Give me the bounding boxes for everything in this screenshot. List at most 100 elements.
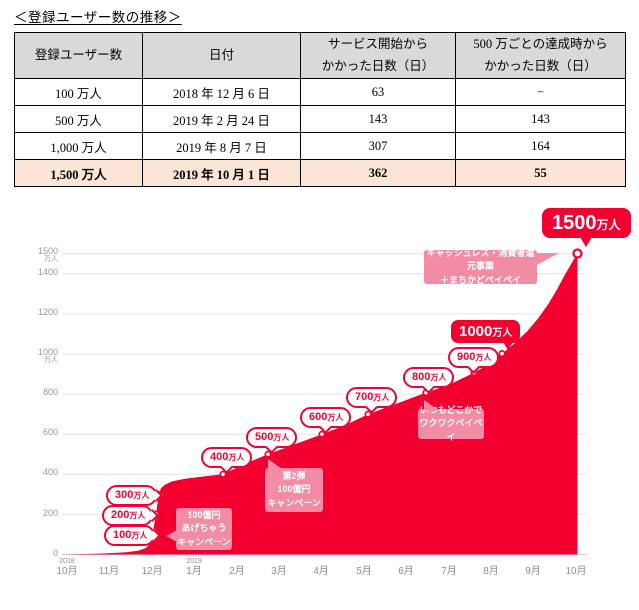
y-tick-value: 400 [42, 467, 58, 477]
y-axis-tick-1000: 1000 万人 [18, 346, 58, 365]
bubble-unit: 万人 [228, 453, 245, 462]
cell-date: 2019 年 10 月 1 日 [142, 159, 301, 187]
y-axis-tick-600: 600 [18, 427, 58, 437]
x-tick-month: 3月 [271, 566, 287, 577]
x-tick-year [512, 558, 554, 566]
page-title: ＜登録ユーザー数の推移＞ [14, 10, 182, 25]
milestone-bubble-600: 600万人 [300, 407, 352, 428]
header-days-from-start: サービス開始から かかった日数（日） [300, 32, 456, 79]
area-series [64, 253, 578, 555]
y-tick-unit: 万人 [44, 356, 58, 364]
x-tick-year [555, 558, 597, 566]
x-tick-year [428, 558, 470, 566]
x-tick-month: 2月 [229, 566, 245, 577]
x-tick-year [131, 558, 173, 566]
x-tick-month: 11月 [98, 566, 120, 577]
y-axis-tick-800: 800 [18, 387, 58, 397]
y-axis-tick-1400: 1400 [18, 266, 58, 277]
bubble-unit: 万人 [131, 531, 148, 540]
annotation-campaign-2: 第2弾 100億円 キャンペーン [265, 459, 323, 512]
x-axis-tick-sep19: 9月 [512, 558, 554, 577]
x-axis-tick-nov18: 11月 [88, 558, 130, 577]
milestone-bubble-800: 800万人 [403, 367, 455, 388]
y-tick-value: 1200 [37, 306, 58, 317]
cell-days-since-prev: 164 [455, 132, 626, 160]
cell-days-from-start: 63 [300, 78, 456, 106]
badge-value: 1500 [552, 212, 597, 234]
x-tick-month: 7月 [441, 566, 457, 577]
x-tick-month: 1月 [186, 566, 202, 577]
x-axis-tick-jul19: 7月 [428, 558, 470, 577]
x-axis-tick-feb19: 2月 [216, 558, 258, 577]
y-tick-value: 1000 [37, 346, 58, 357]
bubble-unit: 万人 [133, 491, 150, 500]
x-axis-tick-jun19: 6月 [385, 558, 427, 577]
cell-days-from-start: 307 [300, 132, 456, 160]
milestone-bubble-100: 100万人 [104, 525, 156, 546]
cell-users: 1,500 万人 [14, 159, 143, 187]
y-tick-value: 800 [42, 387, 58, 397]
milestone-dot-1000 [498, 350, 506, 358]
milestone-bubble-200: 200万人 [102, 505, 154, 526]
y-axis-tick-400: 400 [18, 467, 58, 477]
badge-value: 1000 [459, 323, 493, 340]
x-axis-tick-jan19: 2019 1月 [173, 558, 215, 577]
cell-date: 2019 年 8 月 7 日 [142, 132, 301, 160]
x-tick-year: 2018 [59, 558, 75, 565]
y-axis-tick-200: 200 [18, 507, 58, 518]
x-tick-year [470, 558, 512, 566]
table-row: 500 万人 2019 年 2 月 24 日 143 143 [14, 105, 626, 133]
bubble-value: 700 [355, 391, 374, 403]
header-registered-users: 登録ユーザー数 [14, 32, 143, 79]
document-section: ＜登録ユーザー数の推移＞ 登録ユーザー数 日付 サービス開始から かかった日数（… [14, 6, 626, 187]
annotation-cashless-program: キャッシュレス・消費者還元事業 ＋まちかどペイペイ [424, 248, 559, 285]
x-axis-tick-aug19: 8月 [470, 558, 512, 577]
x-axis-tick-dec18: 12月 [131, 558, 173, 577]
x-tick-year [88, 558, 130, 566]
table-row: 100 万人 2018 年 12 月 6 日 63 − [14, 78, 626, 106]
x-tick-year [385, 558, 427, 566]
cell-days-from-start: 362 [300, 159, 456, 187]
x-axis-tick-oct19: 10月 [555, 558, 597, 577]
x-tick-year [216, 558, 258, 566]
cell-users: 1,000 万人 [14, 132, 143, 160]
bubble-unit: 万人 [273, 433, 290, 442]
table-header-row: 登録ユーザー数 日付 サービス開始から かかった日数（日） 500 万ごとの達成… [14, 32, 626, 79]
user-growth-chart: 1500 万人 1400 1200 1000 万人 800 600 400 200 … [0, 200, 639, 610]
milestone-badge-1000: 1000万人 [451, 320, 521, 350]
y-tick-value: 1500 [37, 246, 58, 256]
x-tick-month: 10月 [565, 566, 587, 577]
y-tick-value: 200 [42, 507, 58, 518]
cell-users: 500 万人 [14, 105, 143, 133]
y-tick-value: 0 [52, 547, 58, 558]
y-tick-value: 600 [42, 427, 58, 437]
x-tick-month: 8月 [483, 566, 499, 577]
cell-days-from-start: 143 [300, 105, 456, 133]
cell-days-since-prev: − [455, 78, 626, 106]
y-tick-value: 1400 [37, 266, 58, 277]
x-tick-year [300, 558, 342, 566]
bubble-unit: 万人 [430, 373, 447, 382]
bubble-value: 500 [255, 431, 274, 443]
registered-users-table: 登録ユーザー数 日付 サービス開始から かかった日数（日） 500 万ごとの達成… [14, 32, 626, 187]
x-tick-month: 6月 [398, 566, 414, 577]
x-axis-tick-mar19: 3月 [258, 558, 300, 577]
y-axis-tick-1200: 1200 [18, 306, 58, 317]
bubble-value: 200 [111, 509, 130, 521]
x-tick-year [343, 558, 385, 566]
bubble-value: 600 [309, 411, 328, 423]
cell-days-since-prev: 143 [455, 105, 626, 133]
milestone-dot-400 [219, 470, 227, 478]
badge-unit: 万人 [596, 218, 621, 232]
x-tick-month: 4月 [313, 566, 329, 577]
annotation-campaign-1: 100億円 あげちゃう キャンペーン [166, 508, 232, 550]
x-tick-year: 2019 [186, 558, 202, 565]
header-days-per-5m: 500 万ごとの達成時から かかった日数（日） [455, 32, 626, 79]
milestone-bubble-400: 400万人 [201, 447, 253, 468]
x-axis-tick-may19: 5月 [343, 558, 385, 577]
bubble-unit: 万人 [129, 511, 146, 520]
milestone-bubble-700: 700万人 [346, 387, 398, 408]
bubble-value: 100 [113, 529, 132, 541]
table-row-highlighted: 1,500 万人 2019 年 10 月 1 日 362 55 [14, 159, 626, 187]
cell-users: 100 万人 [14, 78, 143, 106]
